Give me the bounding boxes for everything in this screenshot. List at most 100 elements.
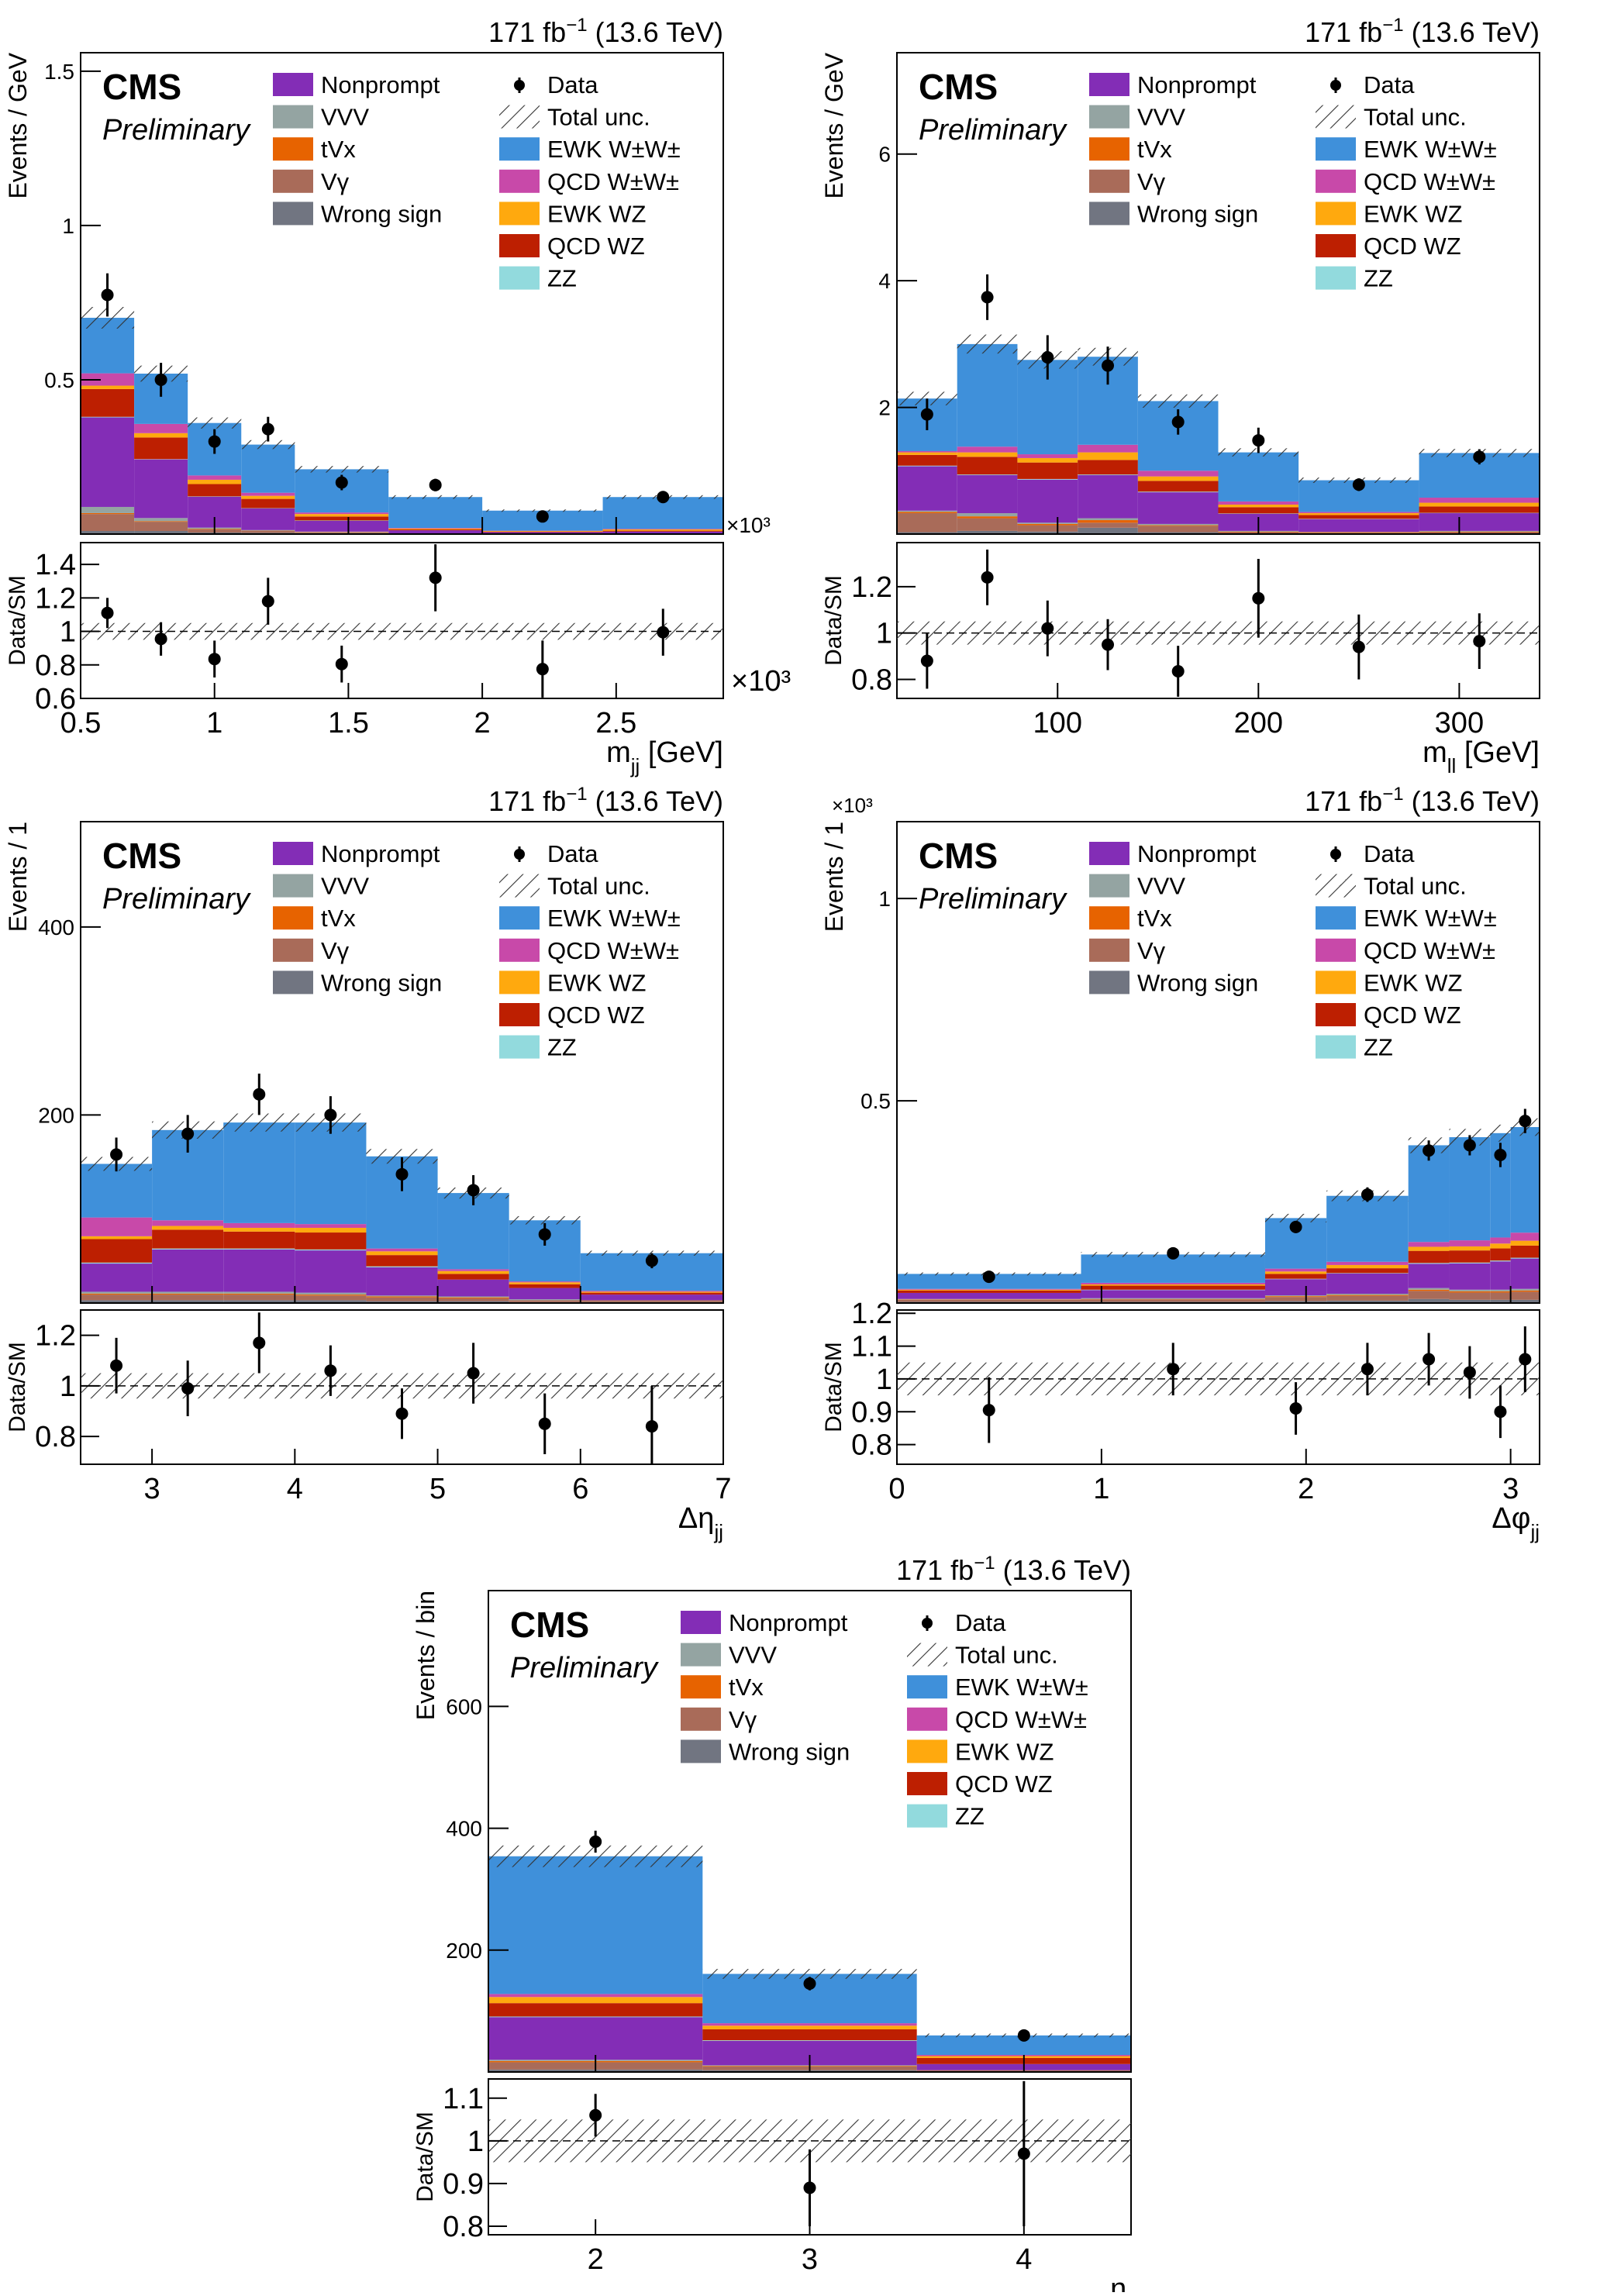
legend-label-tvx: tVx [321,905,356,932]
bar-vg [81,1295,152,1300]
bar-qcdwz [1490,1249,1510,1261]
bar-np [1298,519,1419,532]
preliminary-label: Preliminary [102,883,251,915]
bar-vg [1449,1292,1490,1299]
data-point [181,1128,194,1140]
legend-label-vg: Vγ [1137,937,1166,964]
ratio-frame [81,543,723,698]
bar-ewkwz [134,433,188,438]
bar-qcdww [1298,512,1419,513]
x-tick-label: 2.5 [595,707,636,739]
y-tick-label: 1.5 [44,60,74,84]
bar-qcdwz [438,1274,509,1279]
legend-swatch-ewkwz [499,970,540,994]
lumi-value: 171 fb [1305,16,1382,48]
ratio-y-tick-label: 1 [60,1370,76,1403]
bar-ewkww [488,1856,702,1994]
data-point [429,479,442,491]
bar-np [1078,475,1138,519]
bar-vg [1490,1292,1510,1299]
bar-np [1419,513,1540,531]
bar-np [81,418,134,507]
legend-label-unc: Total unc. [547,104,650,131]
bar-np [509,1288,581,1300]
legend-label-qcdwz: QCD WZ [547,1001,645,1029]
bar-ewkwz [1081,1284,1264,1286]
legend-swatch-qcdww [907,1708,947,1731]
data-point [921,409,933,421]
bar-ewkwz [509,1282,581,1284]
bar-qcdwz [81,389,134,417]
ratio-frame [897,543,1540,698]
bar-qcdww [241,493,295,496]
bar-zz [152,1249,223,1250]
bar-np [1265,1279,1326,1295]
legend-swatch-vvv [1089,105,1129,129]
legend-swatch-ewkww [1316,137,1356,160]
bar-qcdwz [152,1229,223,1248]
ratio-point [1519,1353,1531,1366]
legend-swatch-vg [273,170,313,193]
ratio-y-tick-label: 1.1 [851,1331,892,1363]
bar-vg [1017,526,1078,532]
bar-ewkwz [188,480,241,484]
bar-vvv [957,513,1018,516]
legend-label-data: Data [547,840,598,867]
bar-vvv [295,1293,366,1295]
bar-vvv [897,1299,1081,1300]
bar-np [223,1250,295,1292]
legend-label-zz: ZZ [1364,1034,1393,1061]
x-tick-label: 3 [802,2243,818,2276]
x-tick-label: 7 [715,1473,731,1505]
ratio-point [110,1360,122,1372]
legend-label-tvx: tVx [321,136,356,163]
bar-ewkwz [241,496,295,499]
bar-qcdww [1081,1283,1264,1284]
bar-vvv [438,1297,509,1298]
legend-swatch-ws [681,1739,721,1763]
bar-vg [134,522,188,531]
x-axis-label: Δηjj [678,1502,723,1543]
legend-label-vvv: VVV [321,873,369,900]
legend-swatch-qcdwz [1316,234,1356,257]
bar-vg [295,1295,366,1300]
ratio-point [336,658,348,671]
bar-tvx [1265,1296,1326,1297]
legend-swatch-np [681,1611,721,1634]
lumi-value: 171 fb [1305,785,1382,817]
legend-label-ws: Wrong sign [321,200,442,227]
bar-qcdww [702,2023,916,2025]
ratio-point [804,2181,816,2194]
y-tick-label: 0.5 [860,1089,891,1113]
bar-vg [223,1295,295,1300]
x-tick-label: 6 [572,1473,588,1505]
bar-np [1138,492,1219,524]
data-point [1353,478,1365,491]
ratio-point [983,1404,995,1416]
bar-ewkwz [1490,1243,1510,1248]
x-axis-label-subscript: ll [1447,754,1457,777]
bar-np [366,1267,437,1295]
data-point [262,423,274,436]
lumi-energy: (13.6 TeV) [588,785,723,817]
bar-ewkwz [1449,1246,1490,1250]
x-axis-label-subscript: jj [1530,1520,1540,1543]
ratio-point [1361,1363,1374,1375]
uncertainty-band [1138,395,1219,408]
legend-swatch-qcdwz [499,234,540,257]
lumi-energy: (13.6 TeV) [995,1554,1131,1586]
legend-swatch-vg [1089,939,1129,962]
bar-qcdww [897,451,957,453]
bar-qcdwz [295,1232,366,1250]
data-point [536,510,549,522]
bar-qcdwz [603,531,723,532]
bar-qcdww [488,1994,702,1997]
data-point [657,491,669,503]
bar-tvx [1078,520,1138,522]
main-plot-area [897,274,1540,534]
data-point [110,1148,122,1160]
x-multiplier-main: ×10³ [726,513,771,537]
data-point [396,1168,409,1181]
ratio-point [1172,665,1185,677]
